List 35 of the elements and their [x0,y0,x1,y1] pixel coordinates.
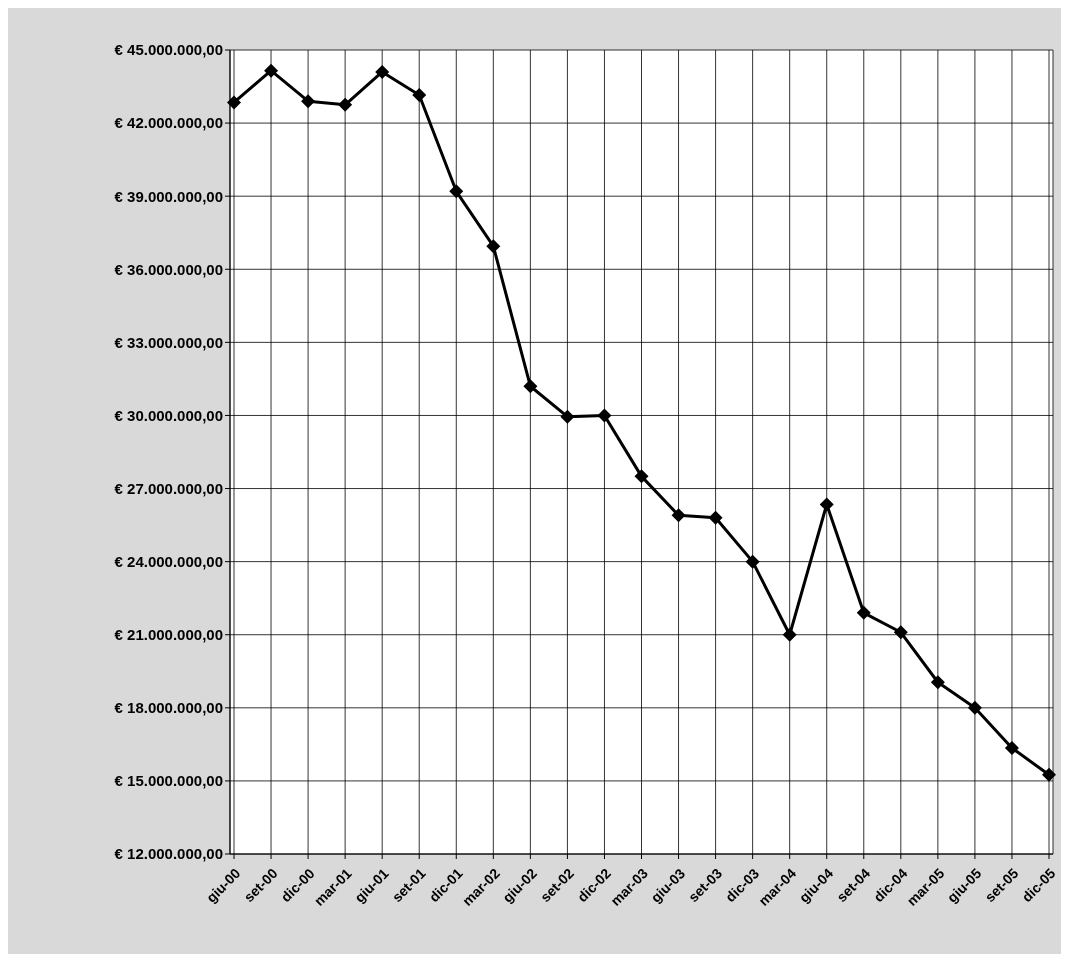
point [560,409,575,424]
point [708,510,723,525]
point [412,88,427,103]
y-tick-label: € 36.000.000,00 [114,260,223,278]
point [671,508,686,523]
y-tick-label: € 18.000.000,00 [114,699,223,717]
y-tick-label: € 42.000.000,00 [114,114,223,132]
point [967,700,982,715]
point [486,239,501,254]
point [227,95,241,110]
point [597,408,612,423]
y-tick-label: € 39.000.000,00 [114,187,223,205]
y-tick-label: € 21.000.000,00 [114,626,223,644]
point [1004,741,1019,756]
point [745,554,760,569]
point [301,94,316,109]
y-tick-label: € 12.000.000,00 [114,845,223,863]
y-tick-label: € 30.000.000,00 [114,406,223,424]
point [338,97,353,112]
y-tick-label: € 45.000.000,00 [114,41,223,59]
y-tick-label: € 27.000.000,00 [114,479,223,497]
y-tick-label: € 15.000.000,00 [114,772,223,790]
y-tick-label: € 24.000.000,00 [114,552,223,570]
y-tick-label: € 33.000.000,00 [114,333,223,351]
point [1042,767,1056,782]
point [264,63,279,78]
point [449,184,464,199]
point [856,605,871,620]
point [782,627,797,642]
point [523,379,538,394]
point [375,64,390,79]
point [819,497,834,512]
point [893,625,908,640]
point [930,675,945,690]
point [634,469,649,484]
